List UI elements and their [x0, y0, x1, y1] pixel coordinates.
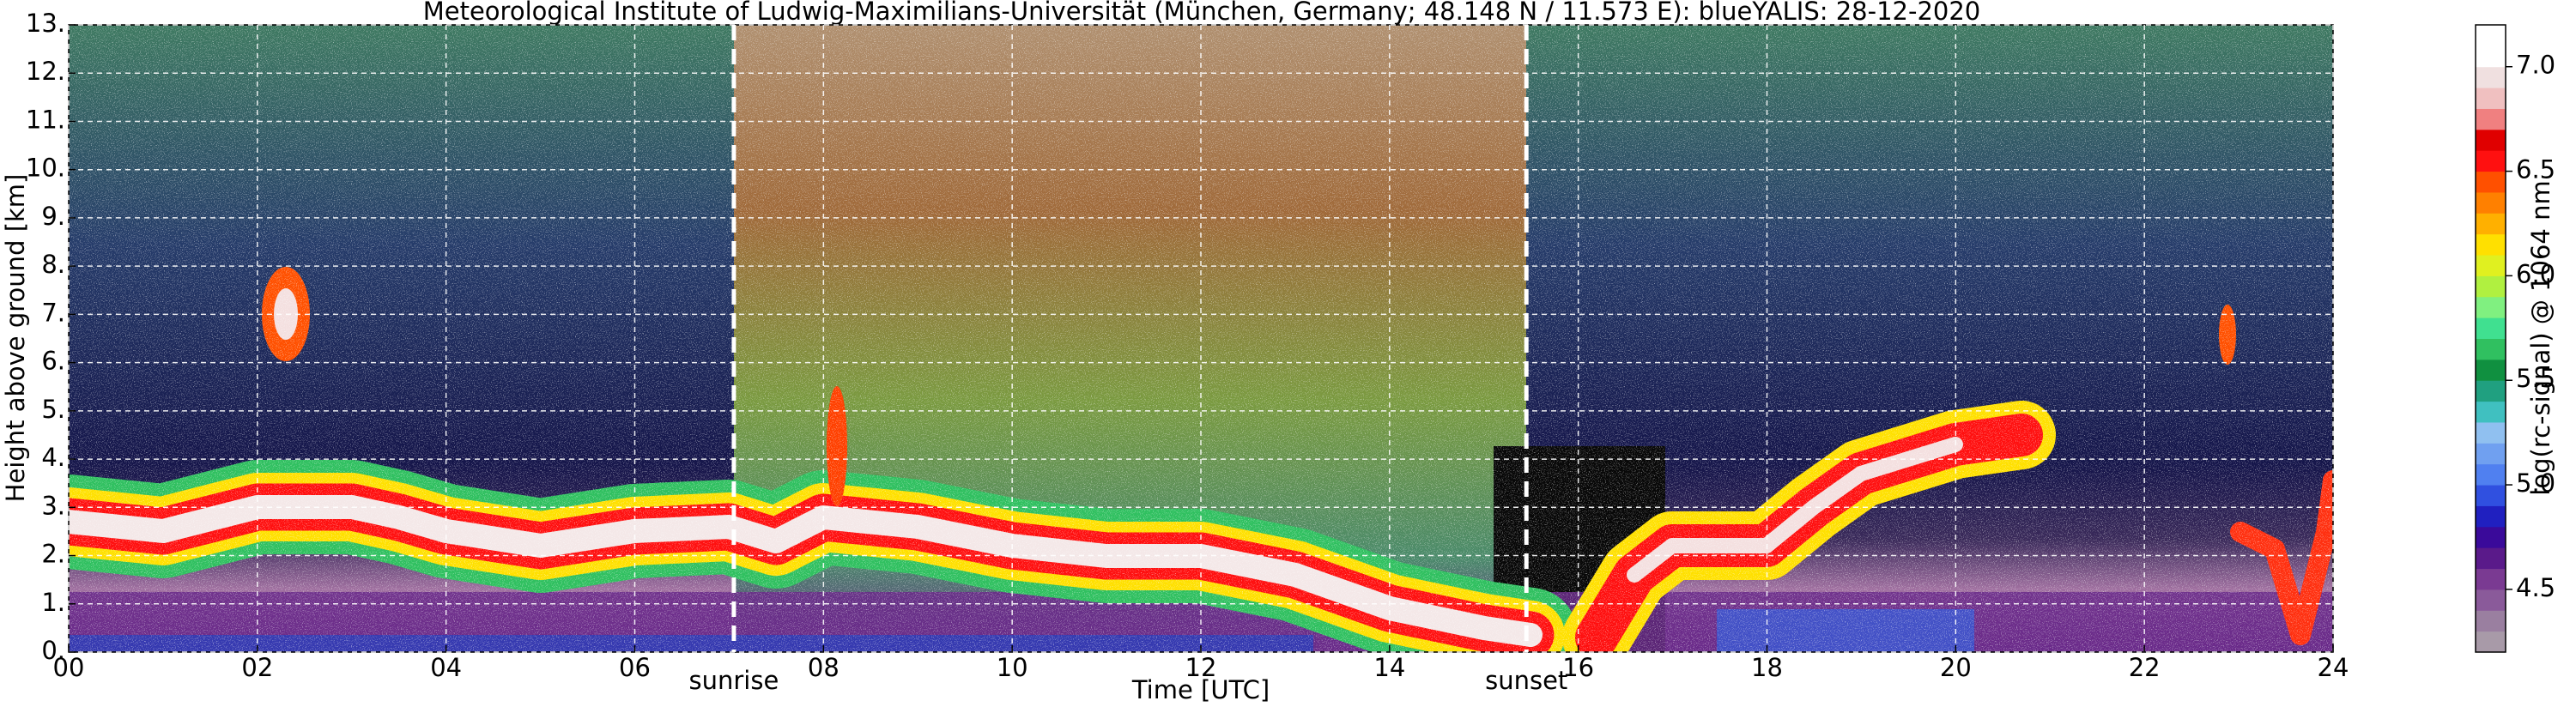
y-tick-label: 1. [41, 588, 65, 617]
colorbar-segment [2476, 505, 2506, 528]
x-axis-label: Time [UTC] [1131, 675, 1270, 704]
y-tick-label: 2. [41, 540, 65, 569]
colorbar-segment [2476, 296, 2506, 318]
y-tick-label: 6. [41, 347, 65, 376]
x-tick-label: 06 [619, 653, 651, 682]
colorbar-segment [2476, 150, 2506, 172]
colorbar-segment [2476, 610, 2506, 632]
colorbar-segment [2476, 485, 2506, 506]
y-tick-label: 9. [41, 202, 65, 231]
colorbar-tick-label: 4.5 [2516, 573, 2555, 602]
x-tick-label: 20 [1940, 653, 1972, 682]
colorbar-segment [2476, 171, 2506, 193]
y-tick-label: 4. [41, 443, 65, 472]
colorbar-segment [2476, 589, 2506, 611]
colorbar-segment [2476, 463, 2506, 486]
y-axis-label: Height above ground [km] [1, 174, 30, 503]
x-tick-label: 00 [53, 653, 85, 682]
colorbar-segment [2476, 317, 2506, 339]
y-tick-label: 13. [26, 9, 65, 38]
y-tick-label: 12. [26, 57, 65, 86]
colorbar-segment [2476, 213, 2506, 235]
y-tick-label: 5. [41, 395, 65, 424]
y-tick-label: 7. [41, 298, 65, 327]
colorbar-segment [2476, 338, 2506, 360]
colorbar-segment [2476, 421, 2506, 444]
colorbar-segment [2476, 255, 2506, 276]
colorbar-segment [2476, 568, 2506, 590]
x-tick-label: 14 [1373, 653, 1405, 682]
x-tick-label: 22 [2129, 653, 2161, 682]
y-tick-label: 10. [26, 154, 65, 183]
chart-title: Meteorological Institute of Ludwig-Maxim… [423, 0, 1981, 26]
colorbar-segment [2476, 380, 2506, 402]
colorbar-tick-label: 6.5 [2516, 155, 2555, 184]
annotation-label: sunset [1485, 666, 1567, 695]
y-tick-label: 11. [26, 105, 65, 134]
x-tick-label: 24 [2318, 653, 2349, 682]
y-tick-label: 0. [41, 636, 65, 665]
x-tick-label: 02 [241, 653, 273, 682]
y-tick-label: 3. [41, 491, 65, 520]
colorbar-tick-label: 5.0 [2516, 468, 2555, 498]
colorbar-segment [2476, 45, 2506, 68]
colorbar-segment [2476, 547, 2506, 570]
x-tick-label: 08 [808, 653, 839, 682]
colorbar-segment [2476, 631, 2506, 653]
colorbar-segment [2476, 191, 2506, 214]
chart-layer: 00 02 04 06 08 10 12 14 16 18 20 22 24 0. 1. 2. 3. 4. 5. 6.… [26, 9, 2555, 695]
annotation-label: sunrise [689, 666, 779, 695]
x-tick-label: 10 [997, 653, 1028, 682]
colorbar-segment [2476, 526, 2506, 548]
colorbar-segment [2476, 275, 2506, 298]
colorbar-segment [2476, 359, 2506, 381]
colorbar-segment [2476, 233, 2506, 256]
colorbar-segment [2476, 401, 2506, 423]
colorbar-tick-label: 7.0 [2516, 51, 2555, 80]
colorbar-segment [2476, 88, 2506, 109]
x-tick-label: 18 [1751, 653, 1783, 682]
colorbar-segment [2476, 108, 2506, 130]
colorbar-segment [2476, 129, 2506, 151]
x-tick-label: 04 [430, 653, 462, 682]
x-tick-label: 16 [1562, 653, 1594, 682]
colorbar-tick-label: 6.0 [2516, 259, 2555, 288]
colorbar-segment [2476, 443, 2506, 465]
colorbar-segment [2476, 66, 2506, 88]
x-tick-label: 12 [1185, 653, 1217, 682]
colorbar-tick-label: 5.5 [2516, 364, 2555, 393]
colorbar-frame [2475, 24, 2506, 653]
y-tick-label: 8. [41, 250, 65, 279]
colorbar-label: log(rc-signal) @ 1064 nm [2526, 180, 2555, 495]
colorbar-segment [2476, 25, 2506, 46]
